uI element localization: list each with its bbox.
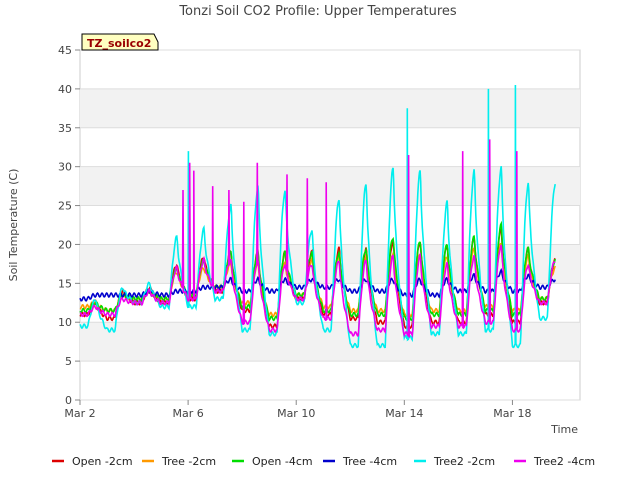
series-lines xyxy=(79,84,556,349)
plot-area xyxy=(79,49,581,401)
series-line-tree2-4cm xyxy=(79,139,556,339)
legend-label: Open -2cm xyxy=(72,455,133,468)
y-tick-label: 45 xyxy=(58,44,72,57)
x-axis: Mar 2 Mar 6 Mar 10 Mar 14 Mar 18 xyxy=(64,400,532,420)
legend-label: Open -4cm xyxy=(252,455,313,468)
y-axis: 0 5 10 15 20 25 30 35 40 45 xyxy=(58,44,80,407)
x-tick-label: Mar 10 xyxy=(277,407,315,420)
y-tick-label: 0 xyxy=(65,394,72,407)
y-tick-label: 30 xyxy=(58,161,72,174)
site-label: TZ_soilco2 xyxy=(87,37,151,50)
x-tick-label: Mar 6 xyxy=(172,407,203,420)
y-tick-label: 40 xyxy=(58,83,72,96)
y-tick-label: 10 xyxy=(58,316,72,329)
grid-band xyxy=(80,88,580,128)
y-tick-label: 15 xyxy=(58,277,72,290)
x-axis-label: Time xyxy=(550,423,578,436)
x-tick-label: Mar 18 xyxy=(493,407,531,420)
x-tick-label: Mar 14 xyxy=(385,407,423,420)
legend-label: Tree -2cm xyxy=(161,455,216,468)
grid-band xyxy=(80,166,580,206)
legend-label: Tree -4cm xyxy=(342,455,397,468)
legend-label: Tree2 -4cm xyxy=(533,455,595,468)
legend: Open -2cm Tree -2cm Open -4cm Tree -4cm Tree… xyxy=(52,455,595,468)
grid-band xyxy=(80,322,580,362)
y-tick-label: 5 xyxy=(65,355,72,368)
y-tick-label: 35 xyxy=(58,122,72,135)
legend-label: Tree2 -2cm xyxy=(433,455,495,468)
x-tick-label: Mar 2 xyxy=(64,407,95,420)
y-tick-label: 25 xyxy=(58,200,72,213)
y-tick-label: 20 xyxy=(58,238,72,251)
site-label-box: TZ_soilco2 xyxy=(81,33,159,51)
chart-title: Tonzi Soil CO2 Profile: Upper Temperatur… xyxy=(178,4,457,19)
y-axis-label: Soil Temperature (C) xyxy=(7,169,20,282)
